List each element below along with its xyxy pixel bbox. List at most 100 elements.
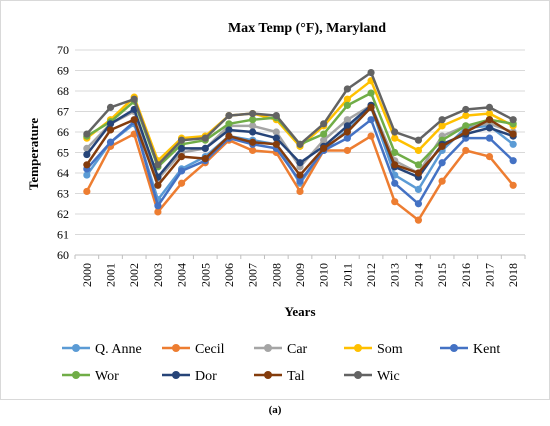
data-point [391, 134, 399, 142]
data-point [343, 95, 351, 103]
legend-marker [354, 344, 362, 352]
data-point [438, 159, 446, 167]
legend-item: Wic [344, 369, 400, 384]
legend-label: Wic [377, 369, 400, 384]
data-point [177, 179, 186, 187]
x-tick-label: 2012 [364, 263, 378, 287]
data-point [485, 134, 494, 142]
data-point [225, 126, 233, 134]
data-point [249, 146, 257, 155]
legend-marker [172, 371, 180, 379]
y-tick-label: 60 [57, 248, 69, 262]
data-point [249, 122, 257, 130]
data-point [225, 112, 233, 120]
legend-item: Car [254, 342, 308, 357]
data-point [414, 136, 423, 144]
data-point [391, 128, 399, 136]
data-point [485, 153, 494, 161]
data-point [391, 179, 399, 187]
legend-label: Q. Anne [95, 342, 142, 357]
legend-label: Car [287, 342, 308, 357]
data-point [106, 103, 115, 111]
data-point [462, 112, 470, 120]
legend-marker [172, 344, 180, 352]
data-point [367, 89, 375, 97]
series-tal [83, 103, 517, 189]
x-tick-label: 2013 [388, 263, 402, 287]
data-point [130, 116, 138, 124]
x-tick-label: 2016 [459, 263, 473, 287]
data-point [272, 128, 280, 136]
legend-item: Som [344, 342, 403, 357]
figure-caption: (a) [268, 404, 282, 416]
data-point [343, 122, 351, 130]
chart-title: Max Temp (°F), Maryland [228, 21, 386, 36]
data-point [509, 116, 517, 124]
x-tick-label: 2007 [246, 263, 260, 287]
data-point [509, 130, 517, 138]
data-point [414, 161, 423, 169]
x-tick-label: 2015 [435, 263, 449, 287]
data-point [106, 126, 115, 134]
legend: Q. Anne Cecil Car Som Kent Wor Dor Tal Wic [62, 342, 500, 384]
data-point [272, 134, 280, 142]
x-tick-label: 2011 [340, 263, 354, 287]
data-point [177, 153, 186, 161]
legend-label: Tal [287, 369, 305, 384]
data-point [438, 122, 446, 130]
legend-item: Kent [440, 342, 500, 357]
data-point [106, 138, 115, 146]
legend-label: Cecil [195, 342, 225, 357]
data-point [83, 161, 91, 169]
legend-item: Wor [62, 369, 119, 384]
data-point [130, 95, 138, 103]
legend-label: Kent [473, 342, 500, 357]
data-point [154, 208, 162, 216]
data-point [249, 138, 257, 146]
data-point [367, 68, 375, 77]
data-point [320, 136, 328, 144]
x-tick-label: 2000 [80, 263, 94, 287]
data-point [320, 120, 328, 128]
data-point [83, 187, 91, 196]
data-point [343, 101, 351, 109]
legend-marker [72, 344, 80, 352]
data-point [391, 148, 399, 157]
legend-label: Wor [95, 369, 119, 384]
x-tick-label: 2006 [222, 263, 236, 287]
data-point [83, 130, 91, 138]
data-point [391, 198, 399, 206]
x-tick-label: 2010 [317, 263, 331, 287]
y-axis-label: Temperature [26, 118, 41, 190]
data-point [296, 187, 304, 196]
data-point [296, 171, 304, 179]
data-point [462, 146, 470, 155]
chart-frame: Max Temp (°F), Maryland 2000 2001 2002 2003… [0, 0, 550, 400]
data-point [414, 146, 423, 155]
data-point [249, 116, 257, 124]
y-tick-label: 65 [57, 146, 69, 160]
data-point [462, 105, 470, 114]
series-wic [83, 68, 517, 169]
data-point [367, 103, 375, 111]
data-point [343, 128, 351, 136]
x-tick-label: 2005 [198, 263, 212, 287]
y-tick-label: 64 [57, 166, 69, 180]
data-point [391, 161, 399, 169]
legend-marker [354, 371, 362, 379]
y-tick-label: 63 [57, 187, 69, 201]
x-tick-label: 2001 [104, 263, 118, 287]
data-point [154, 161, 162, 169]
x-tick-label: 2003 [151, 263, 165, 287]
data-point [414, 169, 423, 177]
x-tick-label: 2008 [269, 263, 283, 287]
legend-marker [72, 371, 80, 379]
x-tick-label: 2018 [506, 263, 520, 287]
data-point [414, 200, 423, 208]
data-point [414, 185, 423, 193]
data-point [225, 132, 233, 140]
y-tick-label: 67 [57, 105, 69, 119]
data-point [343, 134, 351, 142]
data-point [296, 140, 304, 148]
data-point [485, 116, 494, 124]
